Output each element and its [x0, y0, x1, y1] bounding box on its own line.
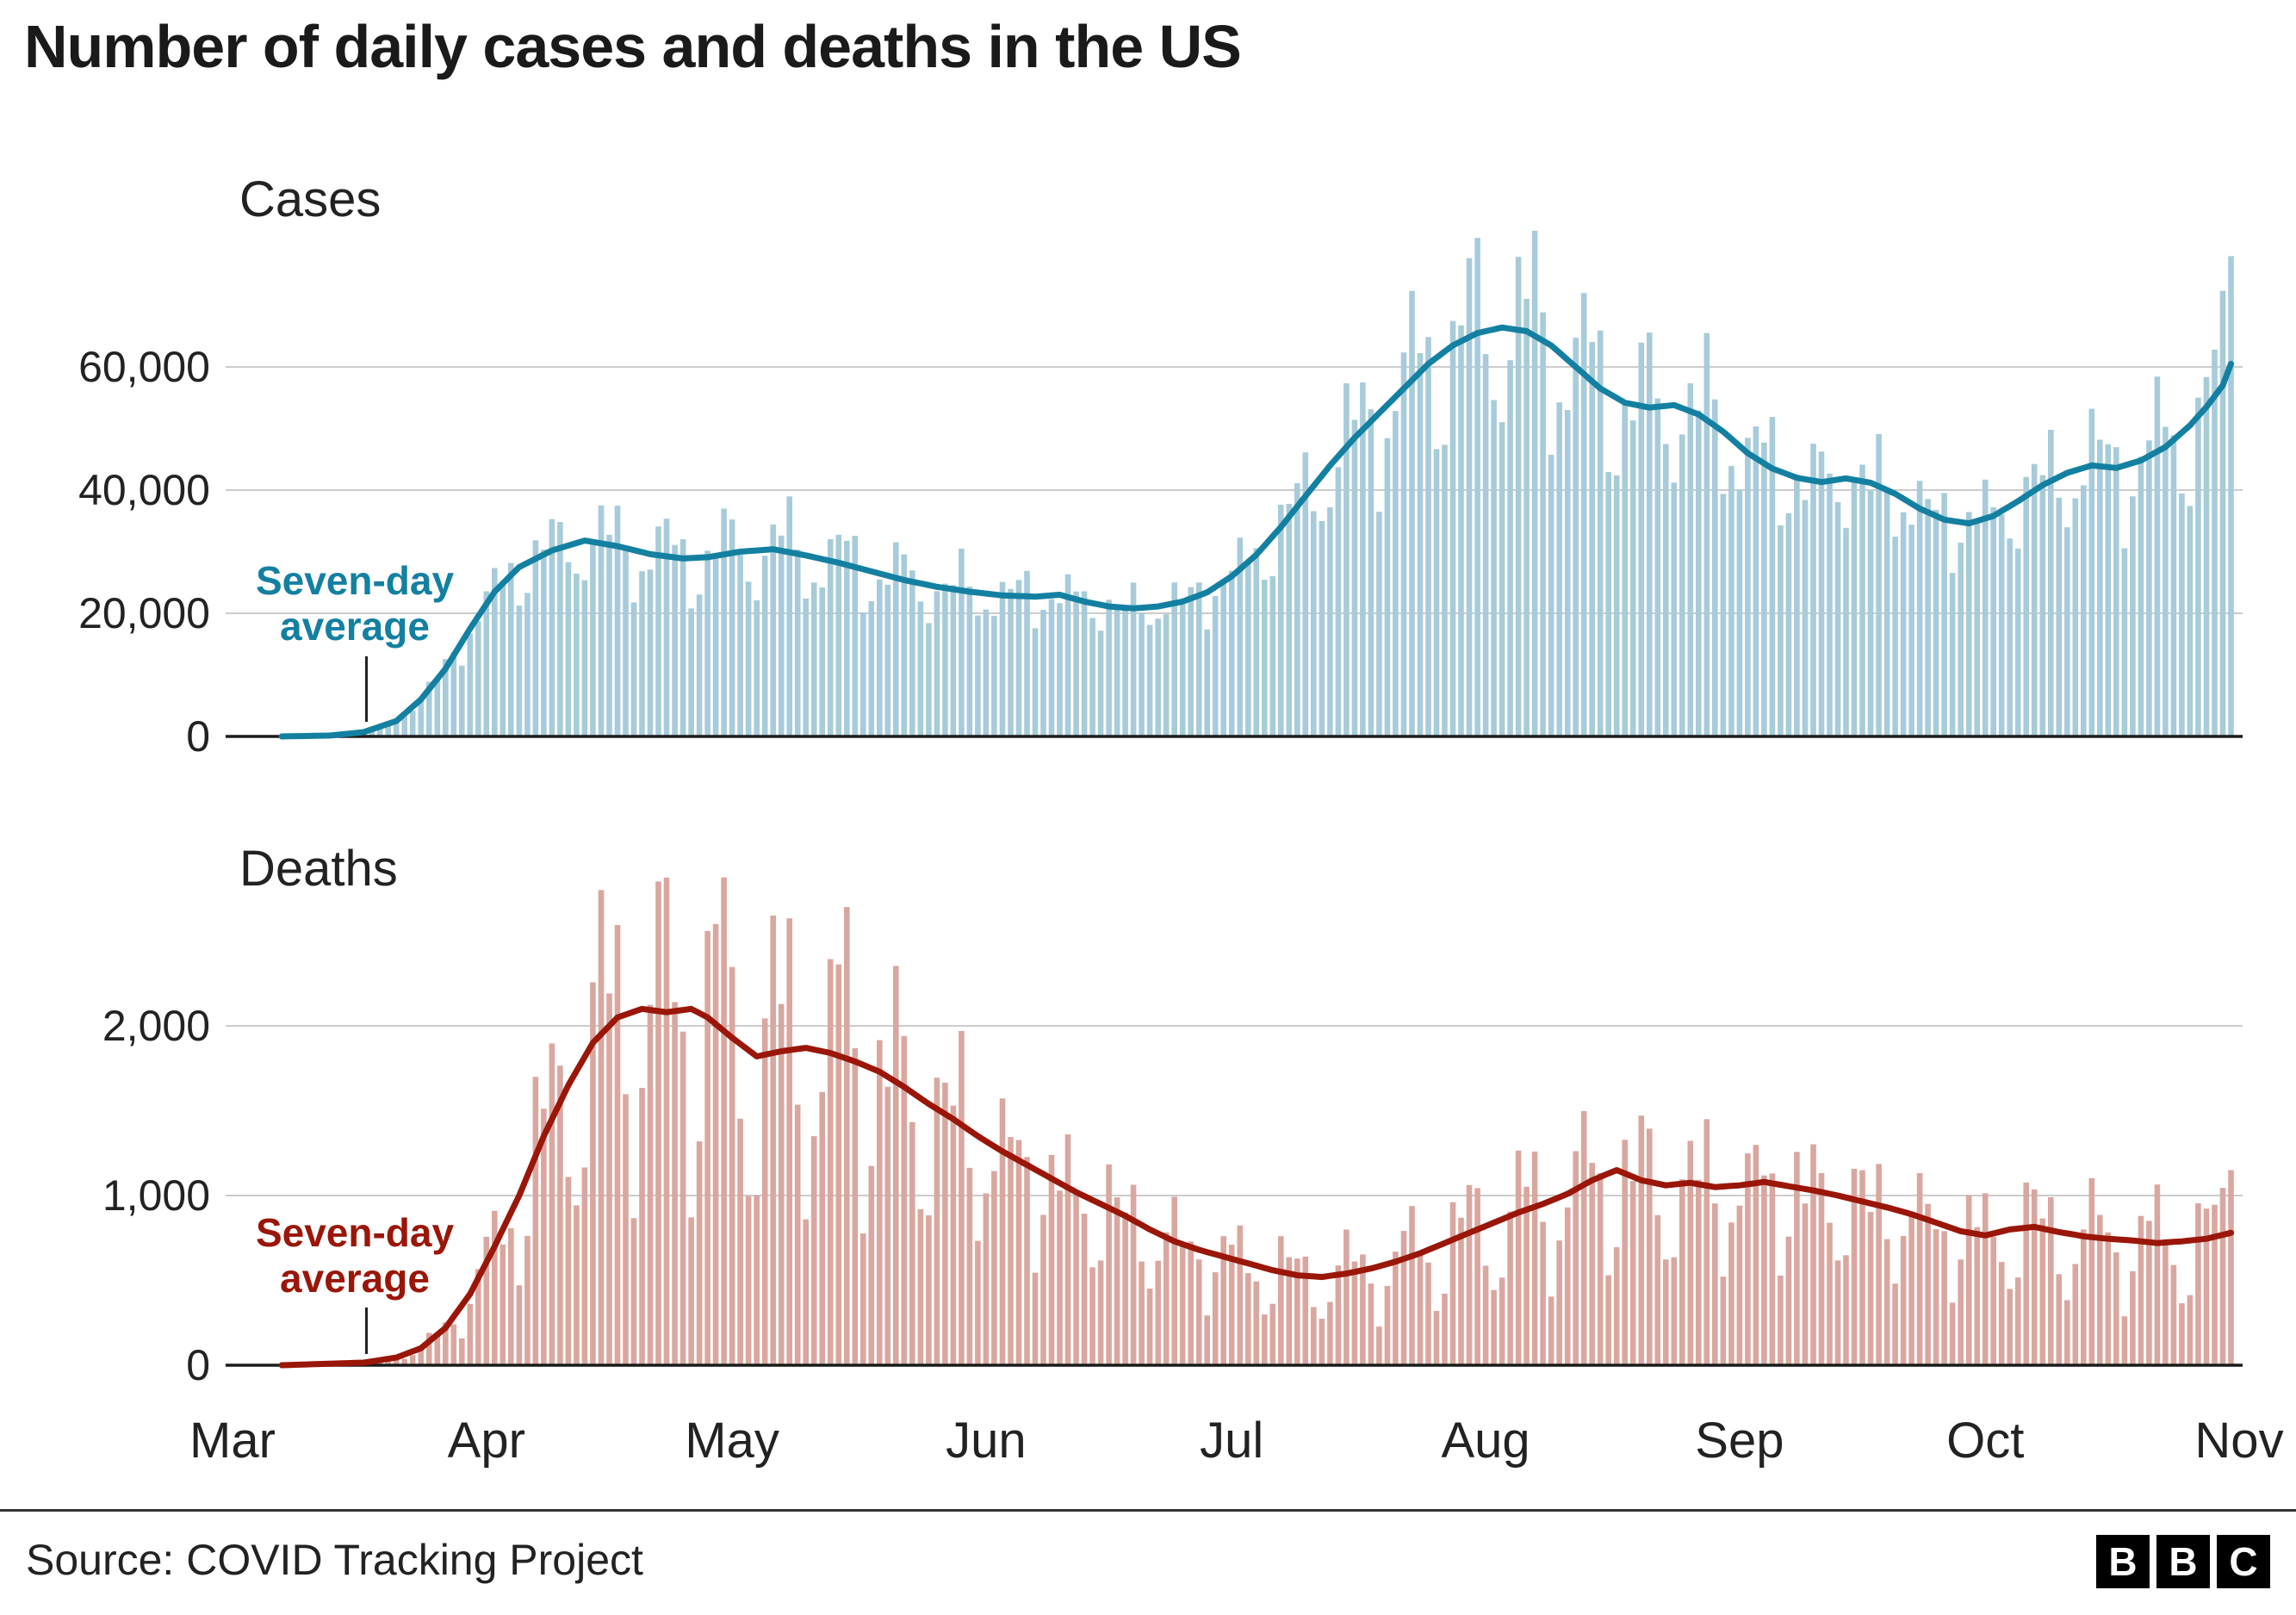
deaths-panel: 0 1,000 2,000 [102, 877, 2243, 1389]
cases-seven-day-average-label: Seven-day average [226, 558, 484, 650]
month-label: May [685, 1413, 779, 1469]
cases-ytick-label: 60,000 [78, 343, 210, 391]
bbc-logo: B B C [2096, 1535, 2270, 1588]
footer-divider [0, 1509, 2296, 1512]
cases-ytick-label: 20,000 [78, 589, 210, 637]
cases-panel: 0 20,000 40,000 60,000 [78, 230, 2243, 761]
page-title: Number of daily cases and deaths in the … [24, 13, 1242, 80]
deaths-ytick-label: 2,000 [102, 1002, 210, 1050]
source-credit: Source: COVID Tracking Project [26, 1536, 643, 1584]
cases-annotation-pointer-line [365, 656, 368, 722]
annotation-line: Seven-day [255, 558, 455, 603]
cases-panel-title: Cases [239, 171, 382, 227]
deaths-daily-bars [303, 877, 2234, 1366]
cases-daily-bars [287, 230, 2234, 736]
month-label: Aug [1441, 1413, 1530, 1469]
month-label: Jun [946, 1413, 1027, 1469]
deaths-panel-title: Deaths [239, 841, 398, 897]
bbc-logo-block: B [2156, 1535, 2210, 1588]
bbc-logo-block: B [2096, 1535, 2150, 1588]
month-label: Nov [2194, 1413, 2283, 1469]
deaths-seven-day-average-label: Seven-day average [226, 1210, 484, 1302]
cases-ytick-label: 40,000 [78, 466, 210, 514]
cases-seven-day-average-line [278, 324, 2234, 740]
month-label: Jul [1200, 1413, 1263, 1469]
cases-ytick-label: 0 [186, 712, 210, 761]
deaths-annotation-pointer-line [365, 1308, 368, 1354]
deaths-ytick-label: 0 [186, 1341, 210, 1389]
x-axis-month-labels: Mar Apr May Jun Jul Aug Sep Oct Nov [189, 1413, 2284, 1469]
annotation-line: average [280, 1256, 430, 1301]
annotation-line: average [280, 604, 430, 649]
deaths-ytick-label: 1,000 [102, 1171, 210, 1220]
month-label: Oct [1946, 1413, 2024, 1469]
month-label: Mar [189, 1413, 276, 1469]
charts-canvas: 0 20,000 40,000 60,000 0 1,000 2,000 Mar Apr May J… [78, 230, 2284, 1469]
deaths-seven-day-average-line [278, 1005, 2234, 1369]
month-label: Apr [448, 1413, 525, 1469]
month-label: Sep [1695, 1413, 1784, 1469]
bbc-logo-block: C [2217, 1535, 2270, 1588]
annotation-line: Seven-day [255, 1210, 455, 1255]
